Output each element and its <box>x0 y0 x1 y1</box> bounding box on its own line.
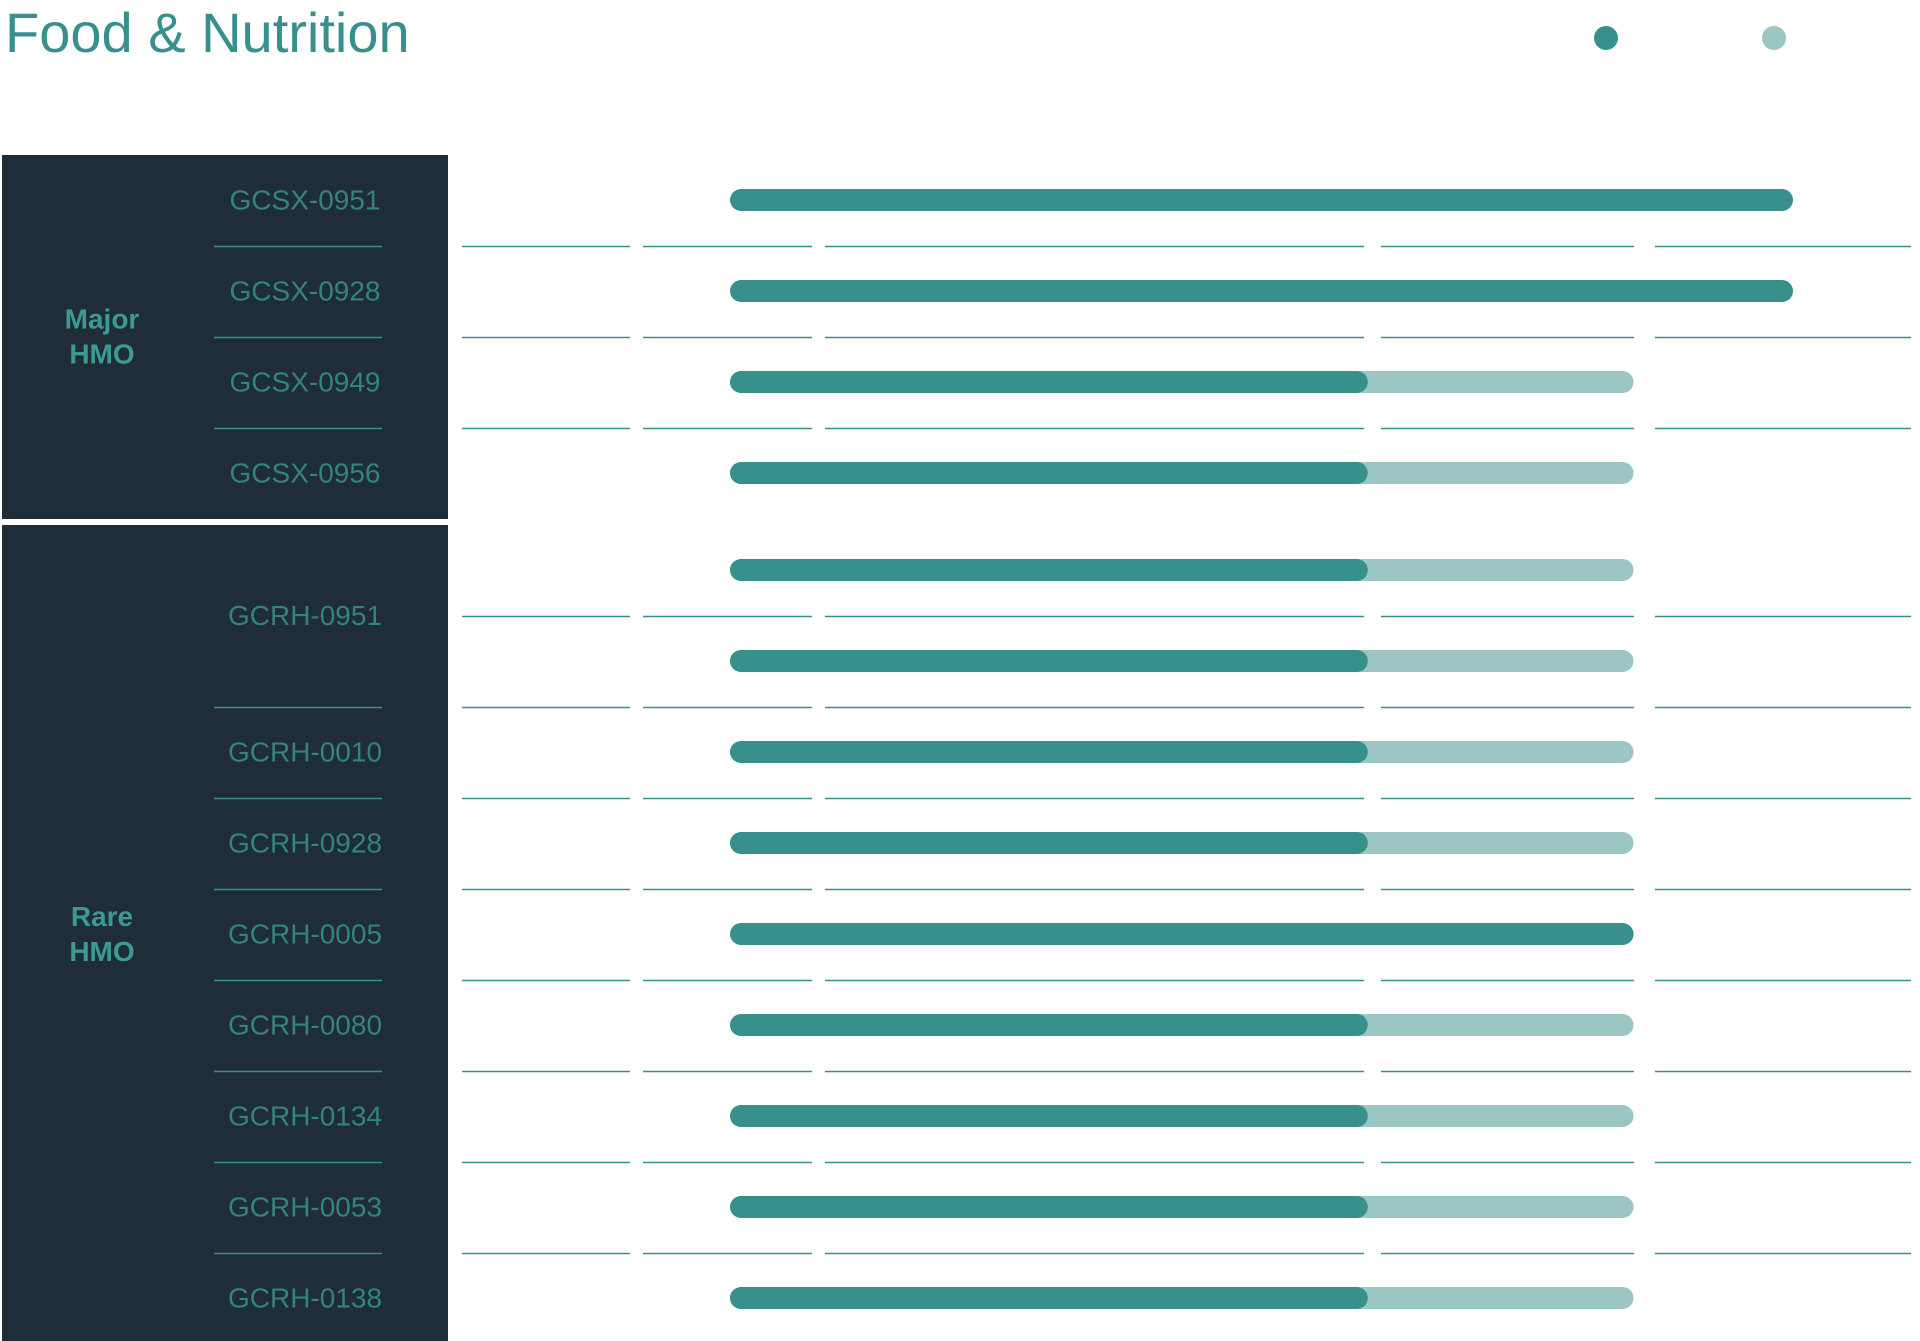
bar-dark-segment <box>730 462 1368 484</box>
row-label: GCRH-0005 <box>228 919 382 950</box>
bar-dark-segment <box>730 371 1368 393</box>
row-label: GCRH-0134 <box>228 1101 382 1132</box>
group-panel-1 <box>2 525 448 1341</box>
row-label: GCSX-0928 <box>230 276 381 307</box>
legend-dot-light <box>1762 26 1786 50</box>
bar-dark-segment <box>730 189 1793 211</box>
row-label: GCRH-0928 <box>228 828 382 859</box>
bar-dark-segment <box>730 650 1368 672</box>
bar-dark-segment <box>730 1105 1368 1127</box>
bar-dark-segment <box>730 923 1634 945</box>
row-label: GCRH-0010 <box>228 737 382 768</box>
row-label: GCSX-0956 <box>230 458 381 489</box>
bar-dark-segment <box>730 1287 1368 1309</box>
row-label: GCSX-0949 <box>230 367 381 398</box>
row-label: GCRH-0951 <box>228 600 382 631</box>
legend-dot-dark <box>1594 26 1618 50</box>
row-label: GCRH-0080 <box>228 1010 382 1041</box>
group-label: HMO <box>69 339 134 370</box>
bar-dark-segment <box>730 280 1793 302</box>
group-label: HMO <box>69 936 134 967</box>
row-label: GCRH-0053 <box>228 1192 382 1223</box>
group-label: Rare <box>71 901 133 932</box>
row-label: GCSX-0951 <box>230 185 381 216</box>
bar-dark-segment <box>730 741 1368 763</box>
legend <box>0 26 1920 52</box>
page-title: Food & Nutrition <box>5 1 410 64</box>
bar-dark-segment <box>730 1014 1368 1036</box>
bar-dark-segment <box>730 832 1368 854</box>
bar-dark-segment <box>730 559 1368 581</box>
row-label: GCRH-0138 <box>228 1283 382 1314</box>
bar-dark-segment <box>730 1196 1368 1218</box>
group-label: Major <box>65 304 140 335</box>
